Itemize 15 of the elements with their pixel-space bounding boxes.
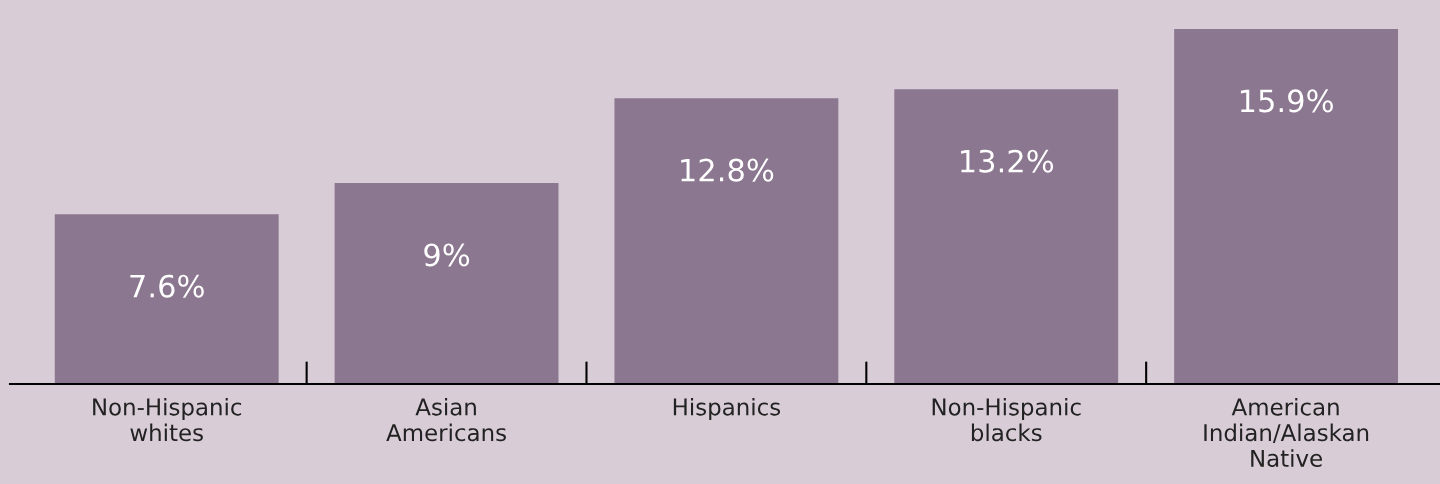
bar	[614, 98, 839, 384]
bar	[334, 183, 559, 384]
bar	[894, 89, 1119, 384]
data-label: 15.9%	[1240, 89, 1333, 113]
x-tick-label: Non-Hispanic blacks	[932, 397, 1081, 442]
x-tick-label: Hispanics	[673, 397, 781, 421]
data-label: 12.8%	[681, 158, 774, 182]
x-tick-label: Non-Hispanic whites	[93, 397, 242, 442]
x-tick-label: Asian Americans	[386, 397, 506, 442]
x-tick-label: American Indian/Alaskan Native	[1204, 397, 1369, 467]
data-label: 9%	[424, 243, 470, 267]
data-label: 7.6%	[130, 274, 204, 298]
data-label: 13.2%	[961, 149, 1054, 173]
bar	[1174, 29, 1399, 384]
bar	[54, 214, 279, 384]
